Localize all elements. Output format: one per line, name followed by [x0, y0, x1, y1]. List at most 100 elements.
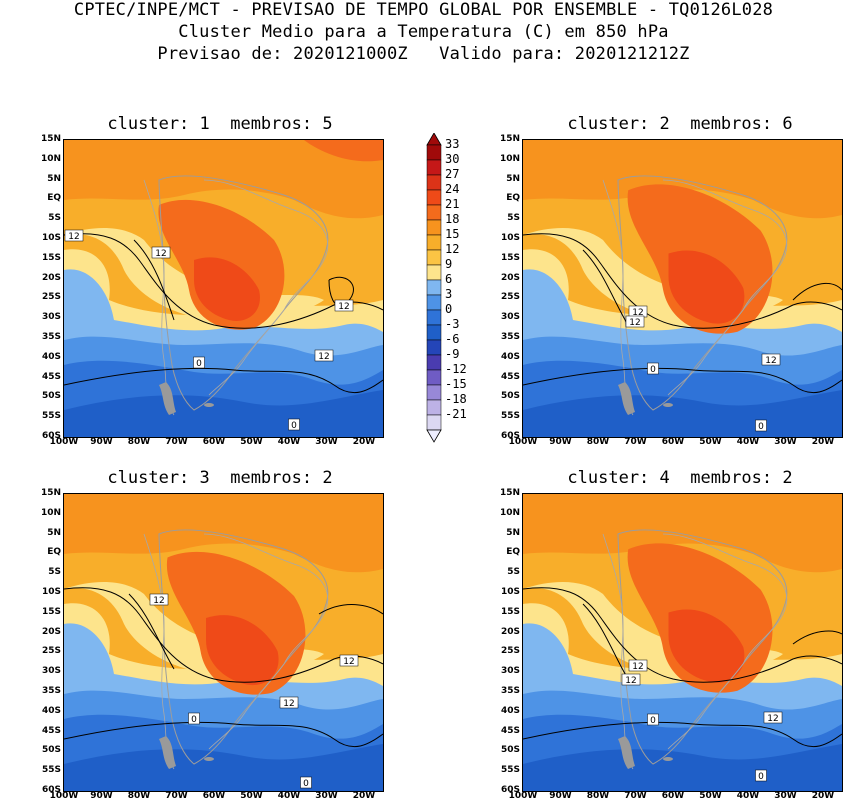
lat-tick-label: 50S: [500, 391, 520, 402]
contour-12-secondary: [128, 593, 383, 670]
lat-tick-label: 10S: [41, 587, 61, 597]
lon-tick-label: 40W: [736, 791, 760, 801]
contour-label: 12: [629, 318, 640, 328]
contour-label-box: [300, 776, 312, 789]
colorbar-label: 15: [445, 227, 460, 241]
lat-tick-label: 55S: [500, 411, 520, 422]
lon-tick-label: 20W: [352, 437, 376, 447]
panel-title-cluster-3: cluster: 3 membros: 2: [107, 468, 333, 488]
colorbar-label: 9: [445, 257, 453, 271]
contour-label-box: [339, 654, 359, 667]
lon-tick-label: 70W: [165, 437, 188, 447]
lat-tick-label: 10N: [499, 507, 520, 518]
contour-12-secondary: [582, 603, 842, 680]
contour-label: 12: [153, 596, 164, 606]
lat-tick-label: 55S: [500, 765, 520, 776]
colorbar-swatch: [426, 189, 442, 206]
lon-tick-label: 80W: [586, 791, 610, 801]
lon-tick-label: 40W: [277, 791, 301, 801]
temp-band-hot: [668, 250, 745, 324]
lon-tick-label: 60W: [661, 791, 685, 801]
lat-tick-label: 50S: [41, 745, 61, 756]
colorbar-label: -12: [445, 362, 467, 376]
colorbar-top-arrow: [426, 133, 442, 146]
lat-tick-label: 15S: [41, 606, 61, 617]
lat-tick-label: 30S: [500, 312, 520, 323]
lat-tick-label: 5N: [506, 527, 520, 538]
contour-label: 12: [68, 232, 79, 242]
panel-title-cluster-1: cluster: 1 membros: 5: [107, 114, 333, 134]
lat-tick-label: 5N: [47, 527, 61, 538]
lat-tick-label: 35S: [500, 332, 520, 342]
contour-label-box: [193, 356, 205, 369]
lat-tick-label: 40S: [500, 351, 520, 362]
contour-label-box: [314, 349, 334, 362]
temp-band-orangeMid: [523, 494, 842, 573]
contour-label: 0: [758, 772, 764, 782]
colorbar-swatch: [426, 339, 442, 356]
colorbar-label: 0: [445, 302, 453, 316]
colorbar-label: 30: [445, 152, 460, 166]
lat-tick-label: 5N: [47, 173, 61, 184]
colorbar-label: 33: [445, 137, 460, 151]
contour-label-box: [621, 673, 641, 686]
temp-band-hot: [194, 257, 260, 321]
lat-tick-label: 5S: [507, 213, 520, 224]
lat-tick-label: EQ: [506, 193, 520, 204]
lat-tick-label: 25S: [500, 646, 520, 657]
lat-tick-label: 45S: [500, 725, 520, 736]
contour-0: [64, 721, 383, 748]
lon-tick-label: 90W: [549, 791, 572, 801]
map-panel-cluster-4: 12 12 12 0 0: [522, 493, 843, 792]
lon-tick-label: 60W: [661, 437, 685, 447]
lon-tick-label: 90W: [549, 437, 572, 447]
contour-label: 0: [291, 421, 297, 431]
contour-label-box: [151, 246, 171, 259]
tierra-del-fuego: [159, 382, 176, 415]
contour-label: 12: [625, 676, 636, 686]
lat-tick-label: 15N: [40, 134, 61, 144]
panel-title-cluster-4: cluster: 4 membros: 2: [567, 468, 793, 488]
colorbar-swatch: [426, 294, 442, 311]
lat-tick-label: 60S: [500, 431, 520, 441]
lat-tick-label: 40S: [500, 705, 520, 716]
lat-tick-label: 20S: [500, 272, 520, 283]
lat-tick-label: 60S: [500, 785, 520, 795]
lat-tick-label: 30S: [41, 312, 61, 323]
lat-tick-label: 60S: [41, 785, 61, 795]
contour-label: 12: [765, 356, 776, 366]
colorbar-swatch: [426, 399, 442, 416]
contour-label: 12: [283, 699, 294, 709]
lat-tick-label: 10N: [40, 153, 61, 164]
colorbar-label: 21: [445, 197, 460, 211]
temp-band-blueDeep: [64, 390, 383, 437]
colorbar-label: -9: [445, 347, 460, 361]
lon-tick-label: 30W: [315, 791, 338, 801]
contour-label: 0: [196, 359, 202, 369]
colorbar-swatch: [426, 414, 442, 431]
lat-tick-label: EQ: [47, 547, 61, 558]
lat-tick-label: 45S: [41, 371, 61, 382]
falkland-islands: [663, 403, 673, 407]
contour-label-box: [647, 362, 659, 375]
lat-tick-label: 55S: [41, 765, 61, 776]
contour-0: [523, 721, 842, 748]
lon-tick-label: 80W: [586, 437, 610, 447]
lat-tick-label: 50S: [41, 391, 61, 402]
colorbar-swatch: [426, 219, 442, 236]
colorbar-swatch: [426, 204, 442, 221]
lat-tick-label: 50S: [500, 745, 520, 756]
lat-tick-label: 35S: [41, 686, 61, 696]
contour-label-box: [279, 696, 299, 709]
lon-tick-label: 100W: [508, 791, 538, 801]
temp-band-orangeMid: [64, 494, 383, 573]
map-svg: 12 12 12 12 0 0: [64, 140, 383, 437]
contour-label-box: [647, 713, 659, 726]
lon-tick-label: 50W: [699, 437, 722, 447]
lon-tick-label: 30W: [774, 437, 797, 447]
colorbar-swatch: [426, 369, 442, 386]
temp-band-hot: [206, 615, 279, 686]
lat-tick-label: 40S: [41, 351, 61, 362]
